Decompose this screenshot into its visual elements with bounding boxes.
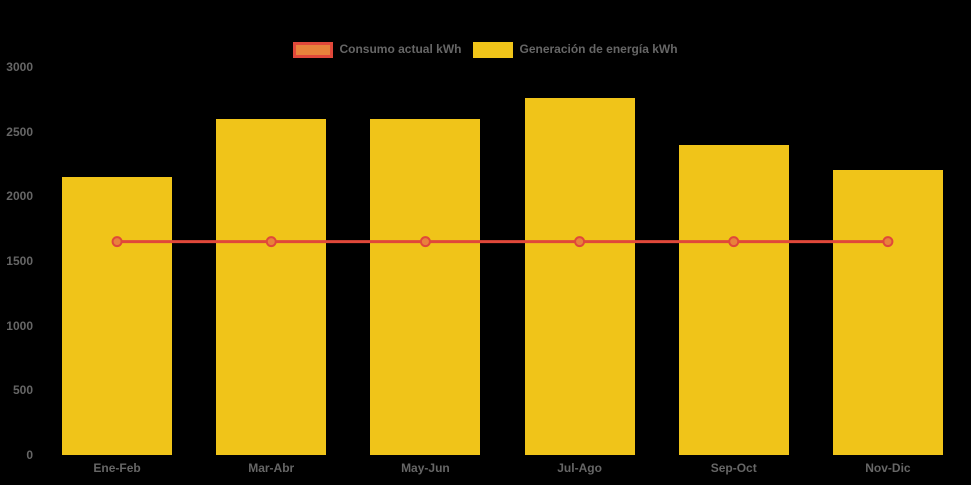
- y-axis-tick-label: 3000: [6, 60, 33, 74]
- legend-item-generacion-energia[interactable]: Generación de energía kWh: [473, 41, 678, 58]
- legend: Consumo actual kWh Generación de energía…: [0, 41, 971, 58]
- y-axis-tick-label: 2000: [6, 189, 33, 204]
- x-axis-tick-label: Sep-Oct: [710, 461, 757, 475]
- x-axis-tick-label: Mar-Abr: [248, 461, 295, 475]
- consumo-point: [111, 236, 123, 248]
- bar-may-jun: [370, 118, 481, 455]
- x-axis: Ene-Feb Mar-Abr May-Jun Jul-Ago Sep-Oct Nov-D…: [0, 461, 971, 481]
- line-series-consumo: [111, 236, 894, 248]
- x-axis-tick-label: May-Jun: [401, 461, 450, 475]
- legend-swatch-generacion-energia: [473, 41, 514, 58]
- bar-series-generacion: [40, 67, 965, 455]
- consumo-point: [882, 236, 894, 248]
- bar-nov-dic: [832, 170, 943, 455]
- bar-mar-abr: [216, 118, 327, 455]
- y-axis-tick-label: 1000: [6, 318, 33, 333]
- legend-label-generacion-energia: Generación de energía kWh: [519, 42, 678, 56]
- x-axis-tick-label: Jul-Ago: [557, 461, 602, 475]
- x-axis-tick-label: Nov-Dic: [865, 461, 911, 475]
- bar-jul-ago: [524, 98, 635, 455]
- legend-item-consumo-actual[interactable]: Consumo actual kWh: [293, 41, 461, 58]
- y-axis-tick-label: 2500: [6, 124, 33, 139]
- plot-area: [40, 67, 965, 455]
- y-axis-tick-label: 0: [26, 448, 33, 462]
- legend-swatch-consumo-actual: [293, 41, 334, 58]
- consumo-point: [574, 236, 586, 248]
- legend-label-consumo-actual: Consumo actual kWh: [339, 42, 462, 56]
- y-axis-tick-label: 1500: [6, 254, 33, 268]
- consumo-point: [728, 236, 740, 248]
- x-axis-tick-label: Ene-Feb: [93, 461, 141, 475]
- bar-sep-oct: [678, 144, 789, 455]
- bar-ene-feb: [62, 176, 173, 455]
- consumo-point: [419, 236, 431, 248]
- y-axis-tick-label: 500: [12, 383, 33, 398]
- consumo-point: [265, 236, 277, 248]
